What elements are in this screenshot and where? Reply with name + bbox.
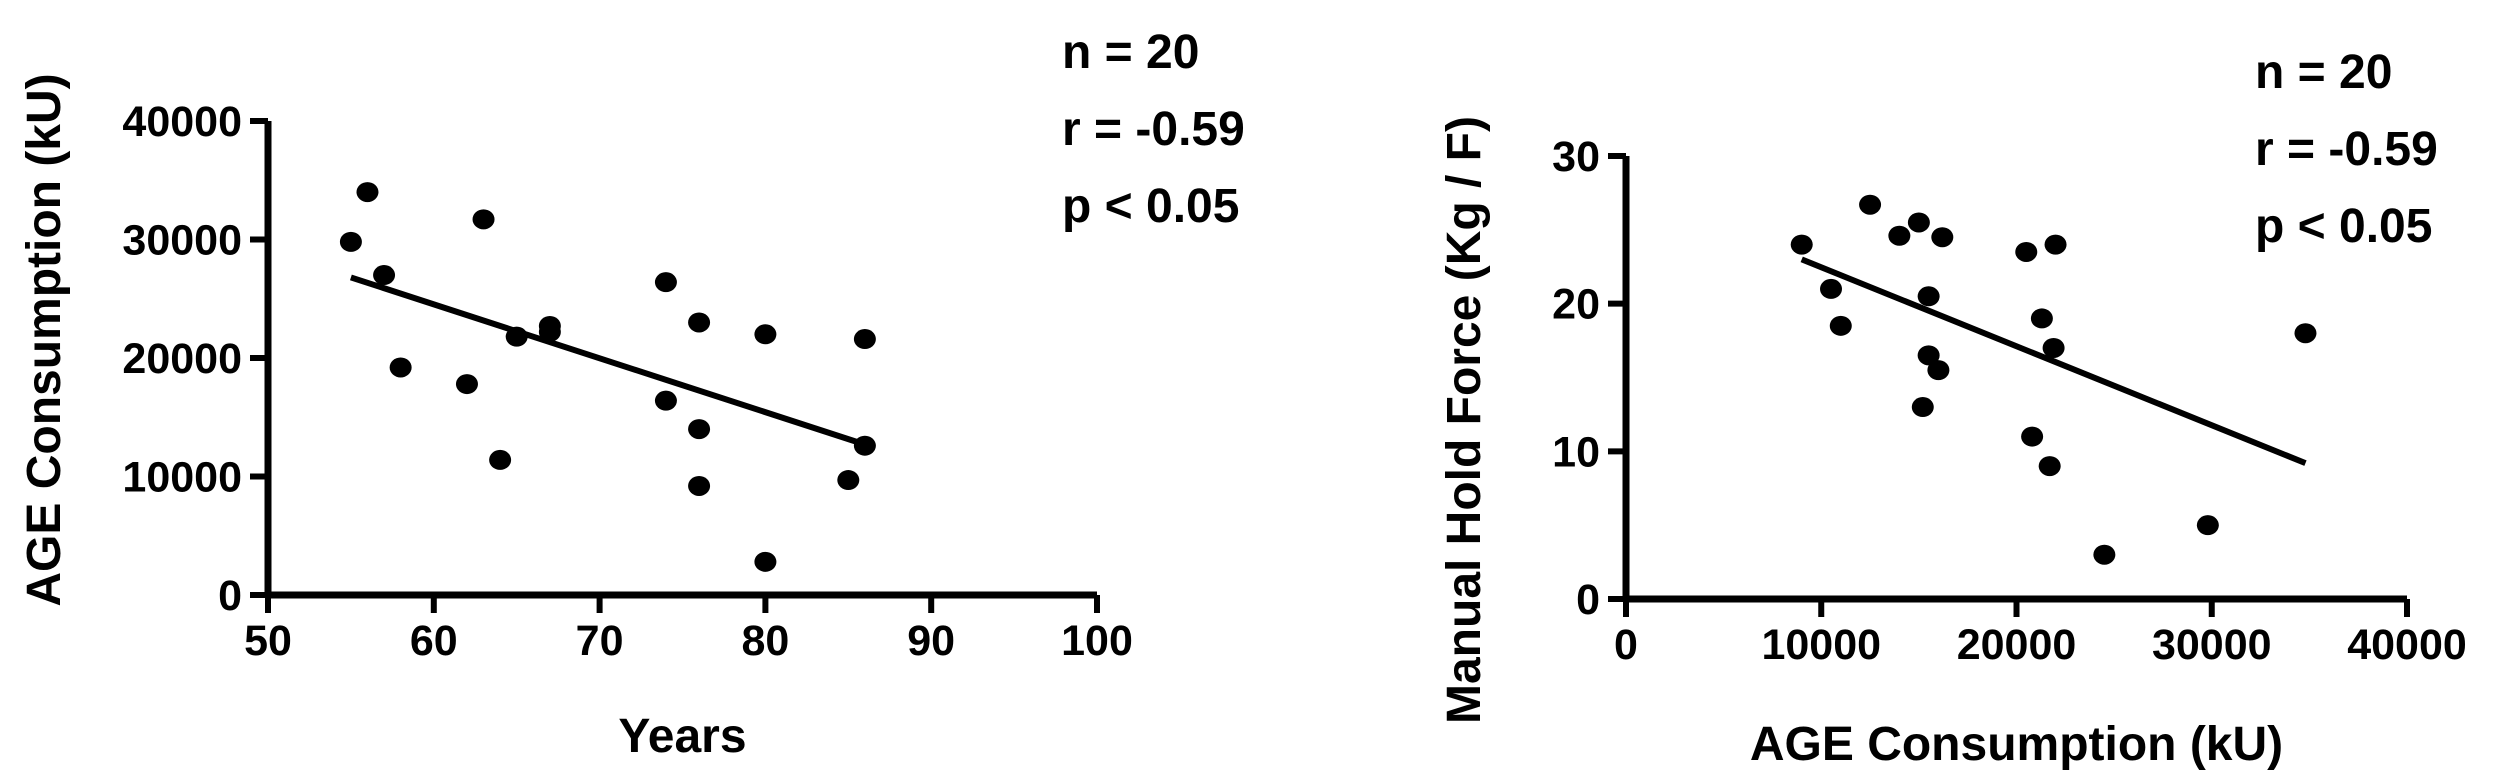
y-tick-label: 40000: [122, 98, 242, 146]
stat-annotation: n = 20: [2255, 46, 2392, 99]
data-point: [754, 551, 777, 572]
data-point: [1931, 227, 1954, 248]
x-tick-label: 80: [741, 617, 789, 665]
data-point: [2015, 241, 2038, 262]
data-point: [654, 272, 677, 293]
data-point: [356, 182, 379, 203]
data-point: [1859, 194, 1882, 215]
y-tick-label: 20: [1552, 281, 1600, 329]
y-tick-label: 0: [218, 572, 242, 620]
data-point: [837, 470, 860, 491]
x-tick-label: 20000: [1957, 621, 2077, 669]
x-axis-label: Years: [618, 710, 746, 763]
data-point: [1907, 212, 1930, 233]
data-point: [505, 326, 528, 347]
x-tick-label: 90: [907, 617, 955, 665]
data-point: [1917, 286, 1940, 307]
data-point: [853, 329, 876, 350]
data-point: [2044, 234, 2067, 255]
stat-annotation: r = -0.59: [1062, 103, 1245, 156]
data-point: [1790, 234, 1813, 255]
data-point: [2021, 426, 2044, 447]
data-point: [2294, 323, 2317, 344]
data-point: [1927, 360, 1950, 381]
x-tick-label: 100: [1061, 617, 1133, 665]
data-point: [538, 321, 561, 342]
data-point: [2196, 515, 2219, 536]
x-tick-label: 70: [576, 617, 624, 665]
regression-line: [1800, 256, 2307, 466]
stat-annotation: p < 0.05: [2255, 200, 2432, 253]
stat-annotation: r = -0.59: [2255, 123, 2438, 176]
data-point: [1917, 345, 1940, 366]
data-point: [2038, 456, 2061, 477]
x-tick-label: 60: [410, 617, 458, 665]
data-point: [853, 435, 876, 456]
data-point: [2042, 337, 2065, 358]
x-tick-label: 30000: [2152, 621, 2272, 669]
data-point: [2030, 308, 2053, 329]
data-point: [688, 312, 711, 333]
y-tick-label: 10: [1552, 428, 1600, 476]
y-tick-label: 30000: [122, 217, 242, 265]
data-point: [1888, 225, 1911, 246]
data-point: [389, 357, 412, 378]
data-point: [688, 419, 711, 440]
data-point: [688, 475, 711, 496]
y-tick-label: 30: [1552, 133, 1600, 181]
stat-annotation: n = 20: [1062, 26, 1199, 79]
regression-line: [349, 274, 866, 448]
data-point: [472, 209, 495, 230]
data-point: [1820, 278, 1843, 299]
data-point: [1911, 397, 1934, 418]
x-tick-label: 0: [1614, 621, 1638, 669]
data-point: [654, 390, 677, 411]
data-point: [2093, 544, 2116, 565]
x-tick-label: 40000: [2347, 621, 2467, 669]
y-tick-label: 10000: [122, 454, 242, 502]
data-point: [754, 324, 777, 345]
chart-2: 0 10000 20000 30000 40000 0 10 20 30 AGE Consumpt…: [1438, 46, 2467, 771]
x-tick-label: 10000: [1761, 621, 1881, 669]
y-tick-label: 0: [1576, 576, 1600, 624]
stat-annotation: p < 0.05: [1062, 180, 1239, 233]
data-point: [1829, 315, 1852, 336]
x-tick-label: 50: [244, 617, 292, 665]
data-point: [373, 265, 396, 286]
x-axis-label: AGE Consumption (kU): [1750, 718, 2283, 771]
y-tick-label: 20000: [122, 335, 242, 383]
data-point: [455, 374, 478, 395]
y-axis-label: AGE Consumption (kU): [18, 73, 71, 606]
data-point: [489, 449, 512, 470]
chart-1: 50 60 70 80 90 100 0 10000 20000 30000 40000 Years A…: [18, 26, 1245, 763]
data-point: [339, 231, 362, 252]
y-axis-label: Manual Hold Force (Kg / F): [1438, 116, 1491, 724]
